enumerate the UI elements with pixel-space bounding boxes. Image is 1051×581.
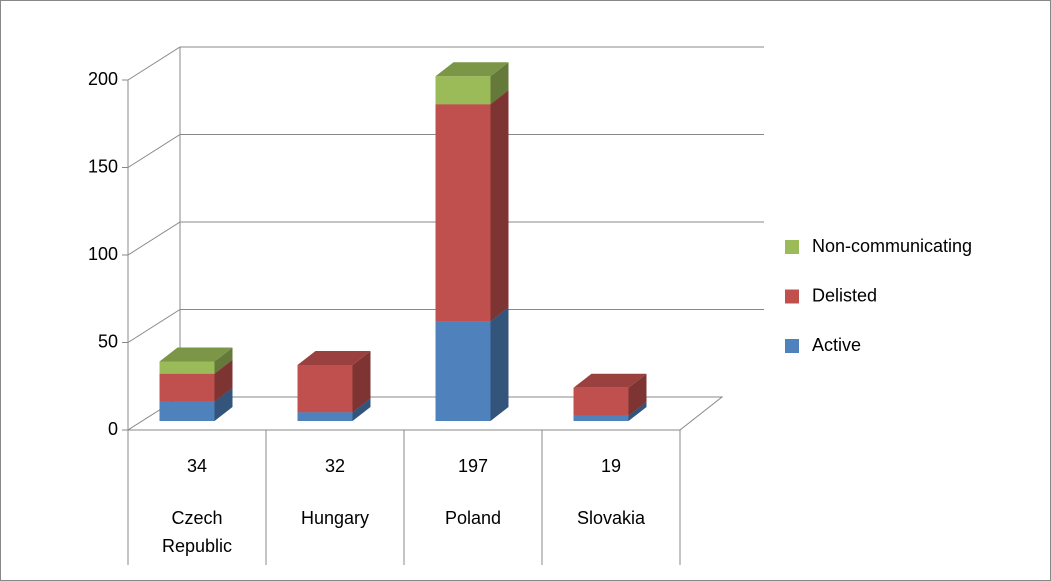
bar-side [214,387,233,421]
total-label: 19 [601,456,621,476]
grid-line [127,309,764,343]
bar-segment [159,373,215,402]
y-tick-label: 100 [88,244,118,264]
total-label: 32 [325,456,345,476]
legend-label: Delisted [812,285,877,305]
x-tick-label: Hungary [300,508,370,528]
bar-segment [435,104,491,322]
bar-segment [573,415,629,421]
bar-side [628,401,647,421]
x-tick-label: Slovakia [576,508,646,528]
legend-swatch [785,339,799,353]
bar-segment [573,387,629,416]
bar-top [297,351,371,365]
x-tick-label: Czech Republic [161,508,233,556]
bar-side [490,307,509,421]
bar-top [435,62,509,77]
legend-swatch [785,240,799,254]
grid-line [127,221,764,256]
total-label: 197 [458,456,488,476]
grid-line [127,46,764,81]
y-tick-label: 50 [98,331,118,351]
bar-segment [159,401,215,421]
bar-top [159,347,233,362]
y-tick-label: 200 [88,69,118,89]
bar-side [352,398,371,421]
grid-line [127,134,764,168]
bar-segment [159,361,215,374]
bar-segment [297,412,353,421]
bar-segment [435,321,491,421]
y-tick-label: 150 [88,156,118,176]
bar-side [352,351,371,413]
legend-label: Active [812,335,861,355]
legend-label: Non-communicating [812,236,972,256]
bar-segment [435,76,491,105]
bar-top [573,373,647,388]
bar-side [214,347,233,374]
total-label: 34 [187,456,207,476]
x-tick-label: Poland [444,508,502,528]
y-tick-label: 0 [108,419,118,439]
bar-segment [297,365,353,413]
legend-swatch [785,289,799,304]
bar-side [490,90,509,322]
